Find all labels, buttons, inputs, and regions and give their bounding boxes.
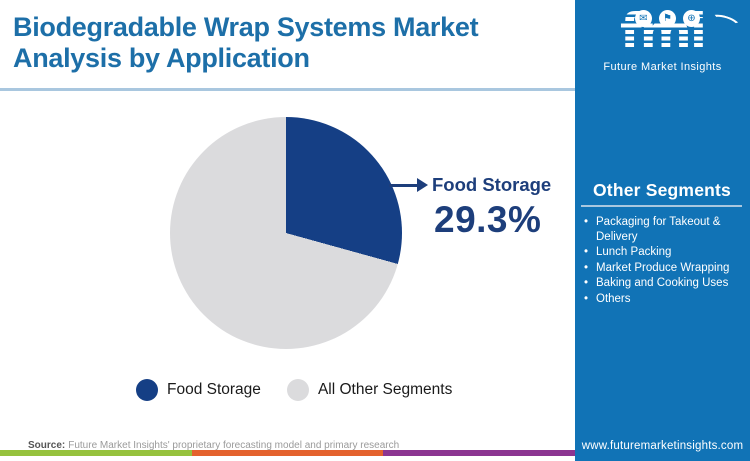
logo-icons: ✉ ⚑ ⊕	[635, 10, 700, 27]
list-item: Market Produce Wrapping	[583, 261, 744, 276]
bar-segment-green	[0, 450, 192, 456]
bar-segment-orange	[191, 450, 384, 456]
legend-label: Food Storage	[167, 381, 261, 398]
legend-dot-food-storage	[136, 379, 158, 401]
fmi-logo: ✉ ⚑ ⊕ fmi Future Market Insights	[575, 4, 750, 73]
legend-label: All Other Segments	[317, 381, 453, 398]
logo-swoosh	[707, 11, 743, 35]
source-text: Future Market Insights' proprietary fore…	[68, 440, 400, 451]
other-segments-heading: Other Segments	[593, 180, 731, 200]
callout-label: Food Storage	[432, 174, 552, 195]
legend-item-all-other-segments: All Other Segments	[286, 379, 453, 401]
logo-tagline: Future Market Insights	[603, 61, 722, 73]
arrow-right-icon	[417, 178, 428, 192]
sidebar: ✉ ⚑ ⊕ fmi Future Market Insights Other S…	[575, 0, 750, 461]
bottom-color-bar	[0, 450, 576, 456]
mail-icon: ✉	[635, 10, 652, 27]
website-link[interactable]: www.futuremarketinsights.com	[581, 440, 744, 452]
pie-chart	[170, 117, 402, 349]
list-item: Baking and Cooking Uses	[583, 276, 744, 291]
legend-item-food-storage: Food Storage	[136, 379, 261, 401]
list-item: Packaging for Takeout & Delivery	[583, 215, 744, 244]
bar-segment-purple	[383, 450, 576, 456]
page-title: Biodegradable Wrap Systems Market Analys…	[13, 12, 479, 73]
source-note: Source: Future Market Insights' proprieta…	[28, 440, 399, 451]
source-label: Source:	[28, 440, 66, 451]
list-item: Lunch Packing	[583, 245, 744, 260]
chart-legend: Food Storage All Other Segments	[136, 379, 452, 401]
flag-icon: ⚑	[659, 10, 676, 27]
other-segments-divider	[581, 205, 742, 207]
header-divider	[0, 88, 575, 91]
callout-value: 29.3%	[434, 199, 542, 240]
other-segments-list: Packaging for Takeout & DeliveryLunch Pa…	[583, 215, 744, 307]
callout-arrow-line	[389, 184, 419, 187]
legend-dot-all-other-segments	[286, 379, 309, 401]
list-item: Others	[583, 292, 744, 307]
globe-icon: ⊕	[683, 10, 700, 27]
